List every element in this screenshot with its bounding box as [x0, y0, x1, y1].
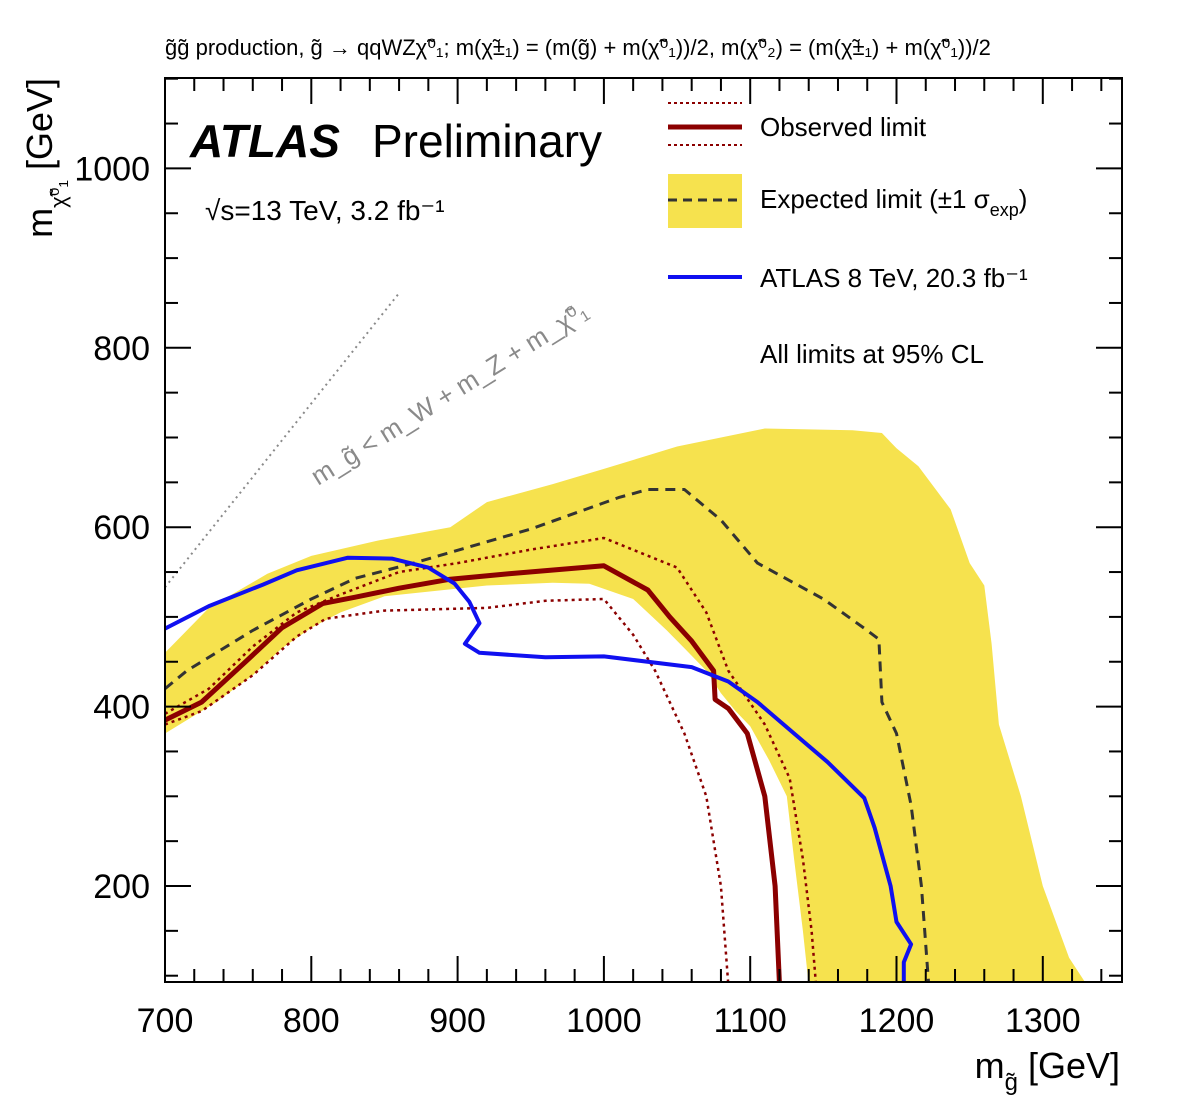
ticks-layer: 700 800 900 1000 1100 1200 1300 200 400 600 800 100… — [74, 77, 1122, 1040]
legend-observed-label: Observed limit — [760, 112, 927, 142]
observed-limit-line — [165, 563, 782, 982]
legend-note: All limits at 95% CL — [760, 339, 984, 369]
plot-frame — [164, 77, 1123, 983]
expected-limit-band — [165, 428, 1085, 982]
x-tick-label: 700 — [137, 1002, 194, 1040]
y-tick-label: 1000 — [74, 150, 150, 188]
x-tick-label: 900 — [429, 1002, 486, 1040]
y-axis-title: mχ̃⁰₁ [GeV] — [19, 78, 71, 238]
x-tick-label: 1100 — [714, 1002, 787, 1040]
x-tick-label: 1300 — [1005, 1002, 1081, 1040]
observed-limit-plus-theory-line — [165, 536, 818, 982]
status-label: Preliminary — [372, 115, 602, 167]
x-tick-label: 1200 — [859, 1002, 935, 1040]
experiment-label: ATLAS — [189, 115, 340, 167]
x-axis-title: mg̃ [GeV] — [975, 1045, 1120, 1096]
series-layer — [165, 488, 931, 982]
legend-atlas8-label: ATLAS 8 TeV, 20.3 fb⁻¹ — [760, 263, 1028, 293]
legend: Observed limit Expected limit (±1 σexp) … — [668, 102, 1028, 369]
kinematic-diagonal-line — [165, 292, 400, 588]
x-tick-label: 1000 — [566, 1002, 642, 1040]
observed-limit-minus-theory-line — [165, 597, 730, 982]
energy-lumi-label: √s=13 TeV, 3.2 fb⁻¹ — [205, 195, 445, 226]
expected-limit-line — [165, 488, 931, 982]
legend-expected-label: Expected limit (±1 σexp) — [760, 184, 1027, 220]
y-tick-label: 200 — [93, 868, 150, 906]
diagonal-label: m_g̃ < m_W + m_Z + m_χ̃⁰₁ — [305, 295, 593, 491]
atlas-8tev-limit-line — [165, 555, 914, 982]
y-tick-label: 400 — [93, 689, 150, 727]
y-tick-label: 800 — [93, 330, 150, 368]
chart-title: g̃g̃ production, g̃ → qqWZχ̃⁰₁; m(χ̃±₁) … — [165, 35, 991, 60]
x-tick-label: 800 — [283, 1002, 340, 1040]
y-tick-label: 600 — [93, 509, 150, 547]
